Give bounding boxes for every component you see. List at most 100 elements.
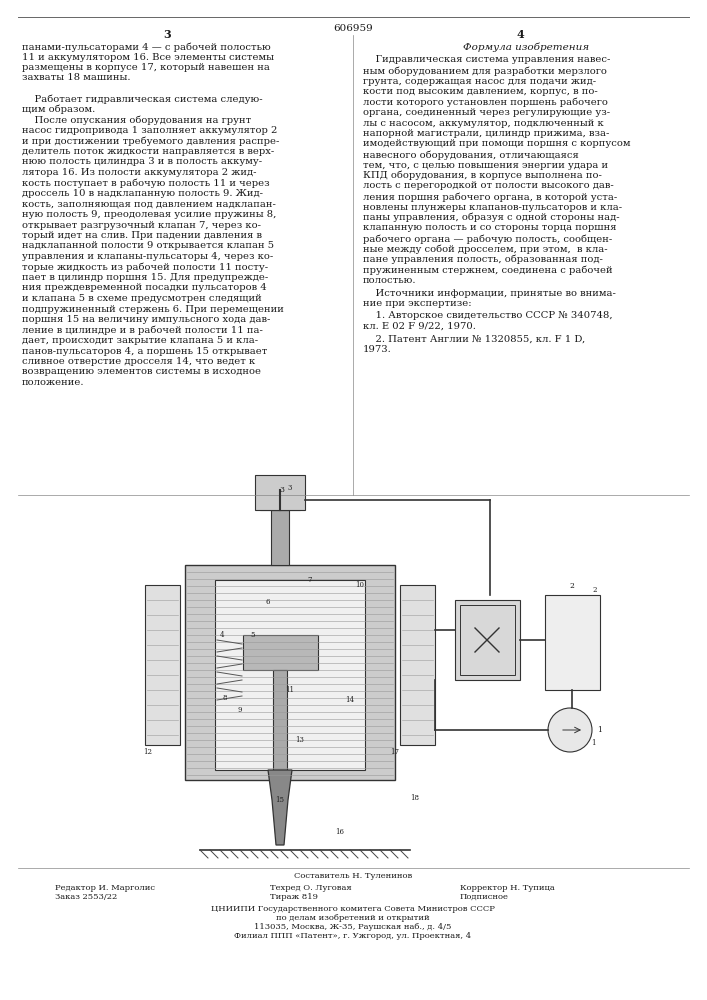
Text: навесного оборудования, отличающаяся: навесного оборудования, отличающаяся <box>363 150 579 159</box>
Text: и при достижении требуемого давления распре-: и при достижении требуемого давления рас… <box>22 136 279 146</box>
Text: 4: 4 <box>220 631 224 639</box>
Text: кости под высоким давлением, корпус, в по-: кости под высоким давлением, корпус, в п… <box>363 87 597 96</box>
Text: делитель поток жидкости направляется в верх-: делитель поток жидкости направляется в в… <box>22 147 274 156</box>
Text: 5: 5 <box>251 631 255 639</box>
Bar <box>255 475 305 510</box>
Text: 18: 18 <box>411 794 419 802</box>
Bar <box>545 595 600 690</box>
Text: ние при экспертизе:: ние при экспертизе: <box>363 299 472 308</box>
Text: пает в цилиндр поршня 15. Для предупрежде-: пает в цилиндр поршня 15. Для предупрежд… <box>22 273 268 282</box>
Bar <box>271 510 289 565</box>
Text: 1973.: 1973. <box>363 345 392 354</box>
Text: 12: 12 <box>144 748 153 756</box>
Text: открывает разгрузочный клапан 7, через ко-: открывает разгрузочный клапан 7, через к… <box>22 221 261 230</box>
Text: Формула изобретения: Формула изобретения <box>463 42 589 51</box>
Text: КПД оборудования, в корпусе выполнена по-: КПД оборудования, в корпусе выполнена по… <box>363 171 602 180</box>
Bar <box>145 585 180 745</box>
Text: Заказ 2553/22: Заказ 2553/22 <box>55 893 117 901</box>
Bar <box>243 635 318 670</box>
Text: ные между собой дросселем, при этом,  в кла-: ные между собой дросселем, при этом, в к… <box>363 244 607 254</box>
Text: 1: 1 <box>591 739 595 747</box>
Text: напорной магистрали, цилиндр прижима, вза-: напорной магистрали, цилиндр прижима, вз… <box>363 129 609 138</box>
Text: торые жидкость из рабочей полости 11 посту-: торые жидкость из рабочей полости 11 пос… <box>22 262 268 272</box>
Text: грунта, содержащая насос для подачи жид-: грунта, содержащая насос для подачи жид- <box>363 77 596 86</box>
Text: захваты 18 машины.: захваты 18 машины. <box>22 74 131 83</box>
Text: 6: 6 <box>266 598 270 606</box>
Text: ления поршня рабочего органа, в которой уста-: ления поршня рабочего органа, в которой … <box>363 192 617 202</box>
Text: Составитель Н. Туленинов: Составитель Н. Туленинов <box>294 872 412 880</box>
Text: полостью.: полостью. <box>363 276 416 285</box>
Text: торый идет на слив. При падении давления в: торый идет на слив. При падении давления… <box>22 231 262 240</box>
Text: 606959: 606959 <box>333 24 373 33</box>
Text: Тираж 819: Тираж 819 <box>270 893 318 901</box>
Text: 113035, Москва, Ж-35, Раушская наб., д. 4/5: 113035, Москва, Ж-35, Раушская наб., д. … <box>255 923 452 931</box>
Text: имодействующий при помощи поршня с корпусом: имодействующий при помощи поршня с корпу… <box>363 139 631 148</box>
Text: Корректор Н. Тупица: Корректор Н. Тупица <box>460 884 555 892</box>
Bar <box>260 490 300 510</box>
Text: пружиненным стержнем, соединена с рабочей: пружиненным стержнем, соединена с рабоче… <box>363 265 613 275</box>
Text: по делам изобретений и открытий: по делам изобретений и открытий <box>276 914 430 922</box>
Bar <box>185 565 395 780</box>
Text: клапанную полость и со стороны торца поршня: клапанную полость и со стороны торца пор… <box>363 224 617 232</box>
Text: ЦНИИПИ Государственного комитега Совета Министров СССР: ЦНИИПИ Государственного комитега Совета … <box>211 905 495 913</box>
Text: насос гидропривода 1 заполняет аккумулятор 2: насос гидропривода 1 заполняет аккумулят… <box>22 126 277 135</box>
Text: 3: 3 <box>279 486 284 494</box>
Text: 11 и аккумулятором 16. Все элементы системы: 11 и аккумулятором 16. Все элементы сист… <box>22 52 274 62</box>
Bar <box>460 605 515 675</box>
Text: 2: 2 <box>592 586 597 594</box>
Text: лость с перегородкой от полости высокого дав-: лость с перегородкой от полости высокого… <box>363 182 614 190</box>
Text: 11: 11 <box>286 686 295 694</box>
Text: дает, происходит закрытие клапана 5 и кла-: дает, происходит закрытие клапана 5 и кл… <box>22 336 258 345</box>
Text: 2: 2 <box>570 582 574 590</box>
Text: ление в цилиндре и в рабочей полости 11 па-: ление в цилиндре и в рабочей полости 11 … <box>22 326 263 335</box>
Text: кость, заполняющая под давлением надклапан-: кость, заполняющая под давлением надклап… <box>22 200 276 209</box>
Text: Источники информации, принятые во внима-: Источники информации, принятые во внима- <box>363 288 616 298</box>
Text: щим образом.: щим образом. <box>22 105 95 114</box>
Text: панами-пульсаторами 4 — с рабочей полостью: панами-пульсаторами 4 — с рабочей полост… <box>22 42 271 51</box>
Text: возвращению элементов системы в исходное: возвращению элементов системы в исходное <box>22 367 261 376</box>
Text: пане управления полость, образованная под-: пане управления полость, образованная по… <box>363 255 603 264</box>
Text: Гидравлическая система управления навес-: Гидравлическая система управления навес- <box>363 55 610 64</box>
Text: паны управления, образуя с одной стороны над-: паны управления, образуя с одной стороны… <box>363 213 619 223</box>
Text: рабочего органа — рабочую полость, сообщен-: рабочего органа — рабочую полость, сообщ… <box>363 234 612 243</box>
Text: новлены плунжеры клапанов-пульсаторов и кла-: новлены плунжеры клапанов-пульсаторов и … <box>363 202 622 212</box>
Text: 4: 4 <box>516 29 524 40</box>
Text: Филиал ППП «Патент», г. Ужгород, ул. Проектная, 4: Филиал ППП «Патент», г. Ужгород, ул. Про… <box>235 932 472 940</box>
Text: подпружиненный стержень 6. При перемещении: подпружиненный стержень 6. При перемещен… <box>22 304 284 314</box>
Text: 15: 15 <box>276 796 284 804</box>
Text: положение.: положение. <box>22 378 85 387</box>
Text: 3: 3 <box>288 484 292 492</box>
Text: и клапана 5 в схеме предусмотрен следящий: и клапана 5 в схеме предусмотрен следящи… <box>22 294 262 303</box>
Text: лятора 16. Из полости аккумулятора 2 жид-: лятора 16. Из полости аккумулятора 2 жид… <box>22 168 257 177</box>
Text: управления и клапаны-пульсаторы 4, через ко-: управления и клапаны-пульсаторы 4, через… <box>22 252 273 261</box>
Bar <box>215 580 365 770</box>
Text: 13: 13 <box>296 736 305 744</box>
Text: размещены в корпусе 17, который навешен на: размещены в корпусе 17, который навешен … <box>22 63 270 72</box>
Text: 14: 14 <box>346 696 354 704</box>
Text: лости которого установлен поршень рабочего: лости которого установлен поршень рабоче… <box>363 98 608 107</box>
Text: ния преждевременной посадки пульсаторов 4: ния преждевременной посадки пульсаторов … <box>22 284 267 292</box>
Text: После опускания оборудования на грунт: После опускания оборудования на грунт <box>22 115 251 125</box>
Text: Техред О. Луговая: Техред О. Луговая <box>270 884 351 892</box>
Bar <box>455 600 520 680</box>
Text: нюю полость цилиндра 3 и в полость аккуму-: нюю полость цилиндра 3 и в полость аккум… <box>22 157 262 166</box>
Text: ным оборудованием для разработки мерзлого: ным оборудованием для разработки мерзлог… <box>363 66 607 76</box>
Polygon shape <box>268 770 292 845</box>
Bar <box>273 670 287 770</box>
Text: панов-пульсаторов 4, а поршень 15 открывает: панов-пульсаторов 4, а поршень 15 открыв… <box>22 347 267 356</box>
Text: 10: 10 <box>356 581 365 589</box>
Bar <box>400 585 435 745</box>
Text: органа, соединенный через регулирующие уз-: органа, соединенный через регулирующие у… <box>363 108 610 117</box>
Text: 3: 3 <box>163 29 171 40</box>
Text: 17: 17 <box>390 748 399 756</box>
Text: лы с насосом, аккумулятор, подключенный к: лы с насосом, аккумулятор, подключенный … <box>363 118 604 127</box>
Text: Редактор И. Марголис: Редактор И. Марголис <box>55 884 155 892</box>
Text: кость поступает в рабочую полость 11 и через: кость поступает в рабочую полость 11 и ч… <box>22 178 269 188</box>
Circle shape <box>548 708 592 752</box>
Text: 1: 1 <box>597 726 602 734</box>
Text: дроссель 10 в надклапанную полость 9. Жид-: дроссель 10 в надклапанную полость 9. Жи… <box>22 189 263 198</box>
Text: кл. Е 02 F 9/22, 1970.: кл. Е 02 F 9/22, 1970. <box>363 322 476 331</box>
Text: 2. Патент Англии № 1320855, кл. F 1 D,: 2. Патент Англии № 1320855, кл. F 1 D, <box>363 334 585 344</box>
Text: Подписное: Подписное <box>460 893 509 901</box>
Text: 8: 8 <box>223 694 227 702</box>
